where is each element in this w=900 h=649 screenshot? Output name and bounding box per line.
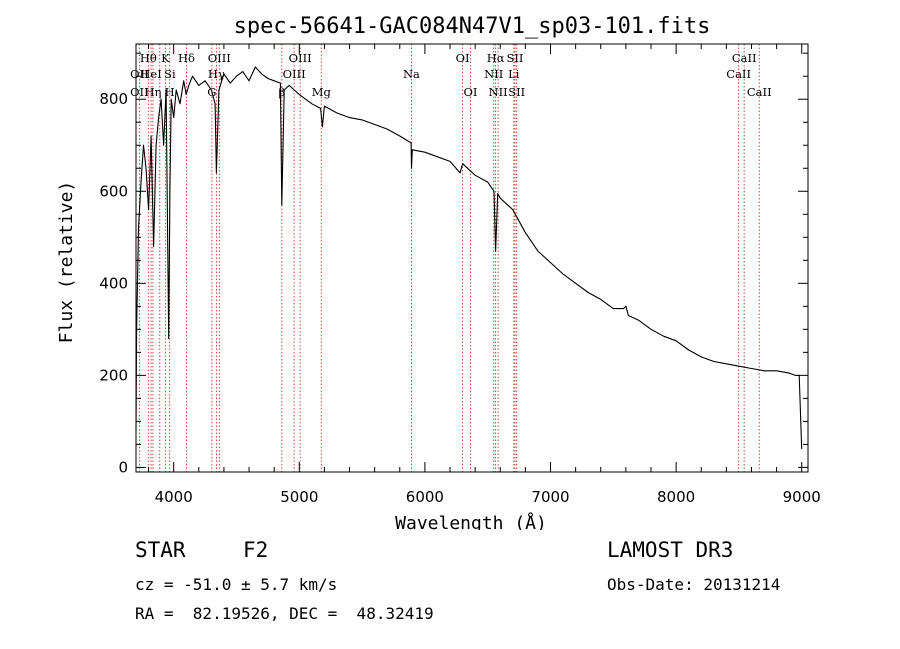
line-label: Na [403, 67, 420, 81]
line-label: OII [130, 67, 149, 81]
x-tick-label: 6000 [406, 488, 444, 506]
x-axis-label: Wavelength (Å) [395, 512, 547, 530]
spectral-line-markers [138, 44, 760, 472]
line-label: Mg [312, 85, 332, 99]
y-axis-label: Flux (relative) [56, 181, 77, 344]
line-label: CaII [732, 51, 757, 65]
spectrum-series [135, 66, 803, 450]
line-label: NII [484, 67, 503, 81]
object-class: STAR [135, 538, 186, 562]
x-tick-label: 7000 [531, 488, 569, 506]
spectrum-chart: spec-56641-GAC084N47V1_sp03-101.fits Hθ O… [56, 14, 821, 530]
line-label: Hγ [208, 67, 225, 81]
line-label: β [279, 85, 286, 99]
x-tick-label: 8000 [657, 488, 695, 506]
observation-date: Obs-Date: 20131214 [607, 575, 781, 594]
line-label: OIII [289, 51, 312, 65]
line-label: Hη [144, 85, 161, 99]
x-tick-label: 9000 [783, 488, 821, 506]
line-label: Hα [487, 51, 505, 65]
sky-coordinates: RA = 82.19526, DEC = 48.32419 [135, 604, 434, 623]
line-label: OI [456, 51, 470, 65]
line-label: CaII [726, 67, 751, 81]
line-label: K [161, 51, 170, 65]
y-tick-label: 200 [99, 366, 128, 384]
line-label: OIII [208, 51, 231, 65]
x-axis-ticks: 4000 5000 6000 7000 8000 9000 [148, 44, 821, 506]
y-tick-label: 800 [99, 90, 128, 108]
line-label: HeI [140, 67, 161, 81]
line-label: OI [464, 85, 478, 99]
survey-name: LAMOST DR3 [607, 538, 734, 562]
line-label: SII [508, 85, 525, 99]
line-label: OIII [283, 67, 306, 81]
line-label: Li [508, 67, 520, 81]
y-axis-ticks: 0 200 400 600 800 [99, 52, 808, 476]
line-label: H [165, 85, 175, 99]
plot-frame [135, 43, 809, 473]
y-tick-label: 0 [118, 458, 128, 476]
line-label: CaII [747, 85, 772, 99]
object-subclass: F2 [243, 538, 269, 562]
y-tick-label: 600 [99, 182, 128, 200]
line-label: Si [164, 67, 176, 81]
line-label: SII [506, 51, 523, 65]
line-label: Hθ [140, 51, 157, 65]
x-tick-label: 5000 [280, 488, 318, 506]
spectrum-line [135, 66, 803, 450]
line-label: NII [489, 85, 508, 99]
redshift-velocity: cz = -51.0 ± 5.7 km/s [135, 575, 338, 594]
line-label: Hδ [178, 51, 195, 65]
line-label: OII [130, 85, 149, 99]
x-tick-label: 4000 [155, 488, 193, 506]
y-tick-label: 400 [99, 274, 128, 292]
chart-title: spec-56641-GAC084N47V1_sp03-101.fits [234, 14, 711, 39]
